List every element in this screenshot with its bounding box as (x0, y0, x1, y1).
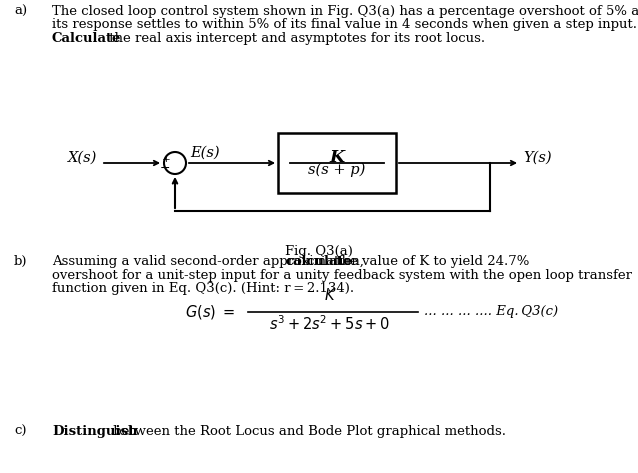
Text: Calculate: Calculate (52, 32, 121, 45)
Text: the real axis intercept and asymptotes for its root locus.: the real axis intercept and asymptotes f… (105, 32, 485, 45)
Text: ... ... ... .... Eq. Q3(c): ... ... ... .... Eq. Q3(c) (424, 305, 558, 318)
Text: Assuming a valid second-order approximation,: Assuming a valid second-order approximat… (52, 255, 368, 268)
Text: Distinguish: Distinguish (52, 425, 138, 438)
Text: Fig. Q3(a): Fig. Q3(a) (285, 245, 353, 258)
Text: $s^3 + 2s^2 + 5s + 0$: $s^3 + 2s^2 + 5s + 0$ (269, 315, 390, 333)
Text: between the Root Locus and Bode Plot graphical methods.: between the Root Locus and Bode Plot gra… (109, 425, 506, 438)
Text: function given in Eq. Q3(c). (Hint: r = 2.134).: function given in Eq. Q3(c). (Hint: r = … (52, 282, 354, 295)
Text: a): a) (14, 5, 27, 18)
Text: s(s + p): s(s + p) (308, 163, 366, 177)
Text: c): c) (14, 425, 27, 438)
Text: overshoot for a unit-step input for a unity feedback system with the open loop t: overshoot for a unit-step input for a un… (52, 269, 632, 281)
Text: $G(s)\ =$: $G(s)\ =$ (185, 303, 235, 321)
Text: The closed loop control system shown in Fig. Q3(a) has a percentage overshoot of: The closed loop control system shown in … (52, 5, 638, 18)
Text: +: + (161, 155, 170, 164)
Text: X(s): X(s) (68, 151, 98, 165)
Text: b): b) (14, 255, 27, 268)
Text: its response settles to within 5% of its final value in 4 seconds when given a s: its response settles to within 5% of its… (52, 18, 637, 32)
Text: Y(s): Y(s) (523, 151, 552, 165)
Text: −: − (160, 161, 170, 175)
Text: E(s): E(s) (190, 146, 219, 160)
Text: $K$: $K$ (323, 287, 336, 303)
Text: calculate: calculate (285, 255, 352, 268)
Bar (278, 133, 396, 193)
Text: K: K (329, 149, 345, 166)
Text: the value of K to yield 24.7%: the value of K to yield 24.7% (332, 255, 529, 268)
